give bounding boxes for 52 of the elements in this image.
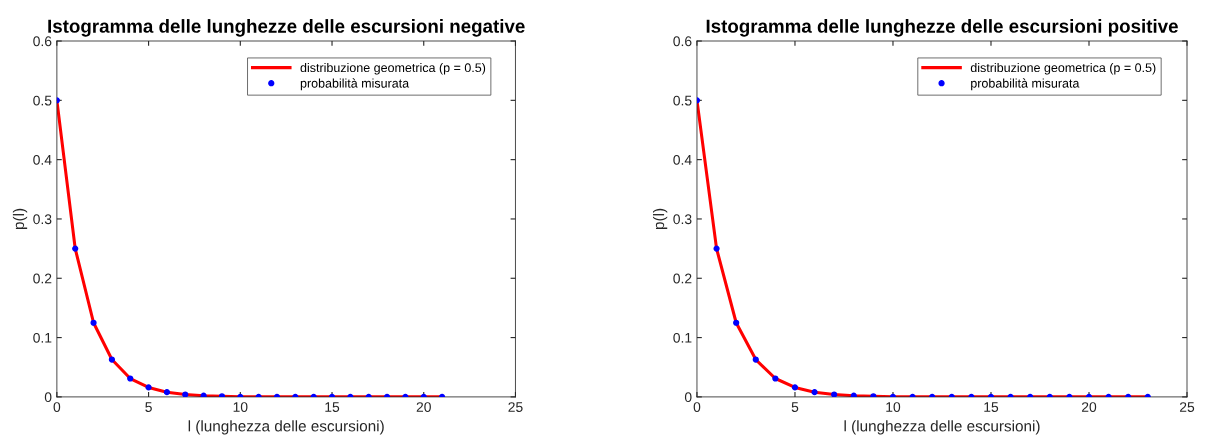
x-tick-label: 10	[886, 402, 901, 412]
point	[163, 389, 171, 396]
x-tick-label: 20	[416, 402, 431, 412]
y-tick-label: 0.1	[673, 332, 692, 343]
x-tick-label: 20	[1081, 402, 1097, 412]
point	[127, 375, 134, 382]
point	[831, 391, 838, 397]
x-tick-label: 0	[53, 402, 61, 412]
point	[72, 245, 79, 252]
x-tick-label: 5	[791, 402, 799, 412]
point	[752, 356, 759, 363]
legend-label: probabilità misurata	[971, 78, 1080, 91]
x-tick-label: 0	[693, 402, 701, 412]
y-tick-label: 0.6	[673, 36, 692, 47]
y-tick-label: 0.6	[33, 36, 52, 47]
x-tick-label: 15	[325, 402, 340, 412]
y-tick-label: 0.4	[33, 154, 52, 165]
point	[90, 319, 97, 326]
legend-label: distribuzione geometrica (p = 0.5)	[970, 62, 1156, 75]
chart-title: Istogramma delle lunghezze delle escursioni positive	[706, 19, 1178, 37]
y-tick-label: 0	[684, 392, 692, 403]
x-tick-label: 10	[233, 402, 248, 412]
x-tick-label: 25	[508, 402, 523, 412]
point	[811, 389, 818, 396]
point	[733, 319, 740, 326]
chart-title: Istogramma delle lunghezze delle escursioni negative	[48, 19, 525, 37]
x-tick-label: 5	[145, 402, 152, 412]
y-axis-title: p(l)	[12, 208, 28, 229]
y-tick-label: 0.5	[673, 95, 692, 106]
y-axis-title: p(l)	[653, 208, 668, 229]
x-axis-title: l (lunghezza delle escursioni)	[844, 420, 1040, 435]
y-tick-label: 0.3	[33, 214, 52, 225]
point	[850, 392, 857, 397]
point	[791, 384, 799, 391]
y-tick-label: 0.2	[673, 273, 692, 284]
x-tick-label: 15	[984, 402, 999, 412]
y-tick-label: 0	[44, 392, 52, 403]
legend-label: distribuzione geometrica (p = 0.5)	[300, 62, 486, 75]
y-tick-label: 0.4	[673, 154, 692, 165]
x-axis-title: l (lunghezza delle escursioni)	[188, 420, 384, 435]
point	[145, 384, 152, 391]
x-tick-label: 25	[1179, 402, 1195, 412]
y-tick-label: 0.2	[33, 273, 52, 284]
point	[200, 392, 207, 397]
point	[772, 375, 779, 382]
point	[108, 356, 116, 363]
point	[182, 391, 189, 397]
y-tick-label: 0.3	[673, 214, 692, 225]
legend-label: probabilità misurata	[300, 78, 410, 91]
y-tick-label: 0.1	[33, 332, 52, 343]
y-tick-label: 0.5	[33, 95, 52, 106]
point	[713, 245, 720, 252]
